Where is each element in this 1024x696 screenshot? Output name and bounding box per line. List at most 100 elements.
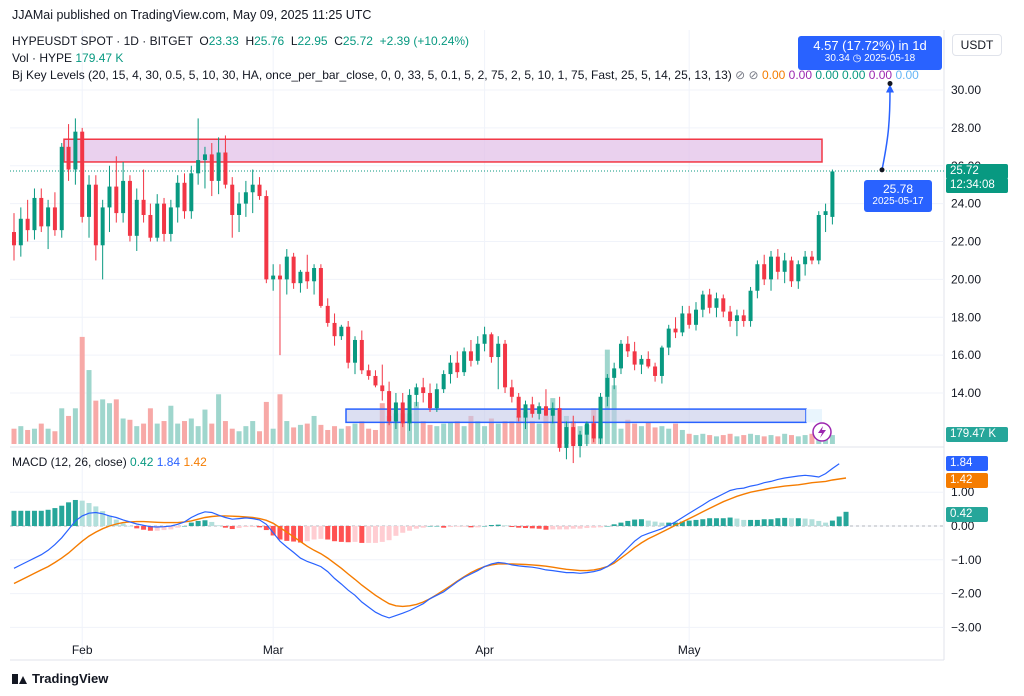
projection-arrow	[881, 89, 891, 171]
volume-bar	[802, 435, 808, 444]
macd-legend[interactable]: MACD (12, 26, close) 0.42 1.84 1.42	[12, 455, 207, 469]
macd-histogram-bar	[734, 518, 740, 526]
volume-legend[interactable]: Vol · HYPE 179.47 K	[12, 51, 123, 65]
macd-histogram-bar	[127, 526, 133, 527]
volume-bar	[529, 421, 535, 444]
volume-bar	[488, 418, 494, 444]
macd-histogram	[11, 499, 849, 543]
indicator-value-2: 0.00	[788, 68, 812, 82]
price-axis: 14.0016.0018.0020.0022.0024.0026.0028.00…	[951, 83, 982, 634]
macd-tick-label: −1.00	[951, 553, 982, 567]
indicator-legend[interactable]: Bj Key Levels (20, 15, 4, 30, 0.5, 5, 10…	[12, 68, 919, 82]
candle-body	[155, 203, 160, 238]
volume-bar	[270, 428, 276, 444]
candle-body	[73, 131, 78, 170]
volume-bar	[113, 399, 119, 444]
candle-body	[496, 343, 501, 358]
macd-histogram-bar	[257, 526, 263, 528]
macd-histogram-bar	[372, 526, 378, 543]
macd-histogram-bar	[795, 518, 801, 526]
macd-histogram-bar	[523, 526, 528, 529]
macd-histogram-bar	[584, 526, 590, 529]
macd-histogram-bar	[52, 508, 58, 526]
volume-bar	[209, 423, 215, 444]
candle-body	[830, 171, 835, 217]
candle-body	[796, 264, 801, 282]
volume-bar	[25, 429, 31, 444]
ohlc-close: C25.72	[334, 34, 373, 48]
macd-histogram-bar	[386, 526, 392, 541]
macd-histogram-bar	[475, 526, 481, 528]
macd-histogram-bar	[182, 526, 187, 527]
candle-body	[721, 298, 726, 312]
volume-bar	[93, 400, 99, 444]
volume-bar	[79, 336, 85, 444]
symbol-legend[interactable]: HYPEUSDT SPOT · 1D · BITGET O23.33 H25.7…	[12, 34, 469, 48]
volume-bar	[741, 435, 747, 444]
macd-line-value: 1.84	[156, 455, 181, 469]
candle-body	[400, 402, 405, 424]
signal-tag: 1.42	[946, 473, 988, 488]
macd-histogram-bar	[216, 525, 222, 526]
volume-bar	[652, 427, 658, 444]
macd-histogram-bar	[93, 506, 99, 526]
macd-histogram-bar	[761, 519, 767, 526]
signal-line	[13, 477, 847, 608]
candle-body	[189, 173, 194, 212]
indicator-value-3: 0.00	[815, 68, 839, 82]
macd-histogram-bar	[720, 518, 726, 526]
macd-histogram-bar	[45, 509, 51, 526]
volume-bar	[400, 413, 406, 444]
volume-bar	[713, 436, 719, 444]
support-zone-extension	[806, 409, 822, 423]
volume-bar	[243, 426, 249, 444]
macd-histogram-bar	[502, 525, 508, 526]
candle-body	[407, 394, 412, 424]
currency-button[interactable]: USDT	[952, 34, 1002, 56]
candle-body	[271, 275, 276, 280]
volume-bar	[154, 423, 160, 444]
volume-bar	[447, 422, 453, 444]
candle-body	[639, 358, 644, 365]
macd-histogram-bar	[543, 526, 549, 530]
candle-body	[455, 362, 460, 373]
volume-bar	[304, 423, 310, 444]
macd-histogram-bar	[570, 526, 576, 529]
projection-start-date: 2025-05-17	[872, 196, 924, 207]
candle-body	[121, 180, 126, 214]
candle-body	[114, 186, 119, 214]
price-tick-label: 16.00	[951, 348, 981, 362]
ohlc-change: +2.39 (+10.24%)	[379, 34, 470, 48]
volume-bar	[250, 421, 256, 444]
macd-histogram-bar	[141, 526, 147, 530]
macd-histogram-bar	[591, 526, 597, 528]
volume-bar	[829, 435, 835, 444]
macd-histogram-bar	[366, 526, 372, 543]
candle-body	[196, 160, 201, 174]
macd-histogram-bar	[775, 518, 781, 526]
volume-bar	[168, 405, 174, 444]
macd-histogram-bar	[106, 515, 112, 526]
macd-histogram-bar	[638, 519, 644, 526]
volume-bar	[106, 403, 112, 444]
candle-body	[223, 152, 228, 185]
candle-body	[769, 256, 774, 280]
hist-tag: 0.42	[946, 507, 988, 522]
macd-histogram-bar	[407, 526, 413, 531]
volume-bar	[277, 394, 283, 444]
candle-body	[264, 196, 269, 280]
volume-bar	[632, 423, 638, 444]
macd-histogram-bar	[209, 521, 215, 526]
volume-value: 179.47 K	[75, 51, 124, 65]
candle-body	[489, 334, 494, 358]
candle-body	[93, 184, 98, 246]
price-tick-label: 14.00	[951, 386, 981, 400]
candle-body	[182, 182, 187, 212]
candle-body	[707, 294, 712, 308]
macd-histogram-bar	[188, 522, 194, 526]
macd-histogram-bar	[11, 510, 17, 526]
macd-histogram-bar	[482, 526, 488, 527]
candle-body	[728, 311, 733, 322]
macd-histogram-bar	[727, 517, 733, 526]
